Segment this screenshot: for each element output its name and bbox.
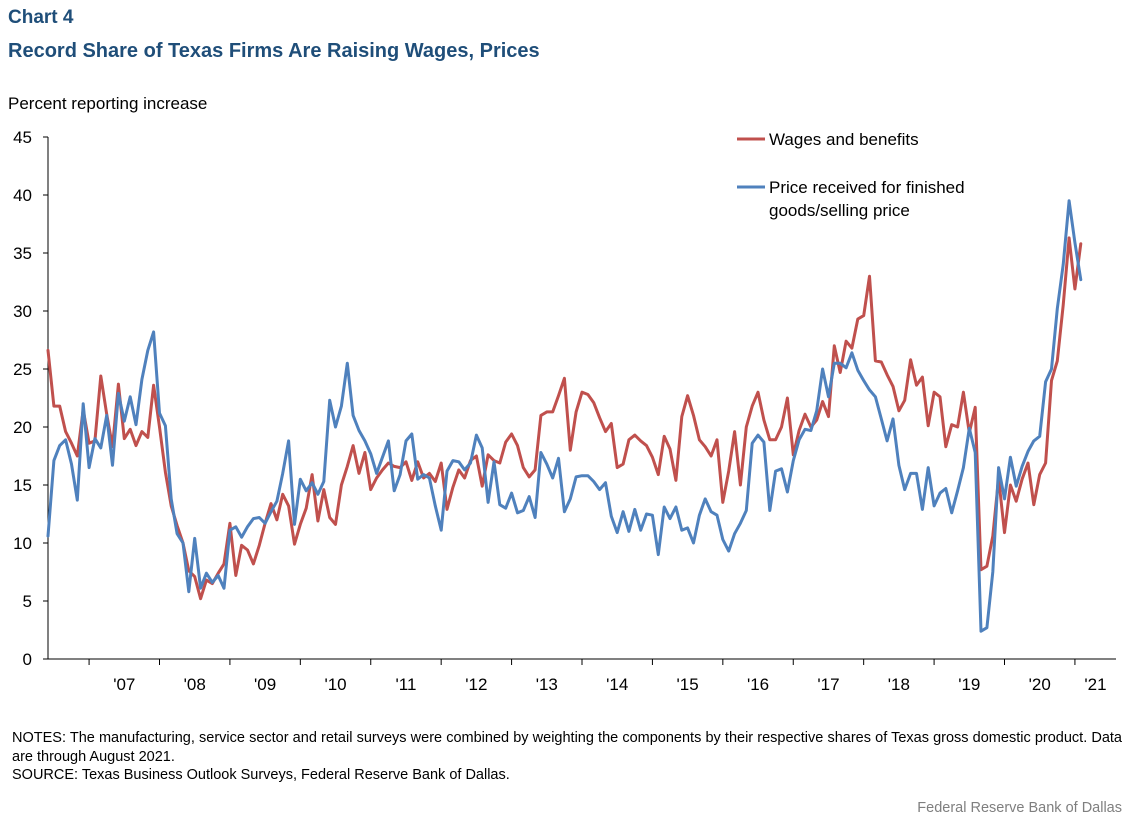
- y-tick-label: 20: [13, 418, 32, 437]
- chart-source: SOURCE: Texas Business Outlook Surveys, …: [12, 767, 510, 783]
- chart-notes: NOTES: The manufacturing, service sector…: [12, 729, 1122, 767]
- x-tick-label: '07: [113, 675, 135, 694]
- x-tick-label: '17: [817, 675, 839, 694]
- x-tick-label: '11: [396, 675, 417, 694]
- y-tick-label: 5: [23, 592, 32, 611]
- legend-label-prices-line2: goods/selling price: [769, 201, 910, 220]
- legend: Wages and benefits Price received for fi…: [737, 130, 965, 220]
- x-tick-label: '19: [958, 675, 980, 694]
- y-tick-label: 0: [23, 650, 32, 669]
- chart-title: Record Share of Texas Firms Are Raising …: [8, 40, 540, 62]
- y-tick-label: 10: [13, 534, 32, 553]
- x-tick-label: '13: [536, 675, 558, 694]
- legend-label-wages: Wages and benefits: [769, 130, 919, 149]
- x-tick-label: '10: [324, 675, 346, 694]
- x-tick-label: '08: [184, 675, 206, 694]
- y-tick-label: 30: [13, 302, 32, 321]
- y-tick-label: 45: [13, 128, 32, 147]
- y-tick-label: 35: [13, 244, 32, 263]
- x-tick-label: '21: [1084, 675, 1106, 694]
- x-tick-label: '20: [1029, 675, 1051, 694]
- y-tick-label: 40: [13, 186, 32, 205]
- y-tick-label: 15: [13, 476, 32, 495]
- chart-label: Chart 4: [8, 7, 74, 28]
- x-tick-label: '14: [606, 675, 628, 694]
- y-axis: 0 5 10 15 20 25 30 35 40 45: [13, 128, 49, 669]
- chart-credit: Federal Reserve Bank of Dallas: [917, 800, 1122, 816]
- legend-label-prices-line1: Price received for finished: [769, 178, 965, 197]
- x-tick-label: '09: [254, 675, 276, 694]
- x-tick-label: '18: [888, 675, 910, 694]
- notes-text: NOTES: The manufacturing, service sector…: [12, 730, 1122, 765]
- y-tick-label: 25: [13, 360, 32, 379]
- x-tick-label: '15: [677, 675, 699, 694]
- y-axis-label: Percent reporting increase: [8, 94, 207, 113]
- x-axis: '07 '08 '09 '10 '11 '12 '13 '14 '15 '16 '17 '18 '19 '…: [48, 658, 1116, 694]
- line-chart: Percent reporting increase 0 5 10 15 20 25 30 3…: [8, 94, 1116, 694]
- x-tick-label: '16: [747, 675, 769, 694]
- x-tick-label: '12: [465, 675, 487, 694]
- series-line-prices: [46, 199, 1083, 633]
- series-line-wages: [46, 236, 1083, 601]
- series-lines: [46, 199, 1083, 633]
